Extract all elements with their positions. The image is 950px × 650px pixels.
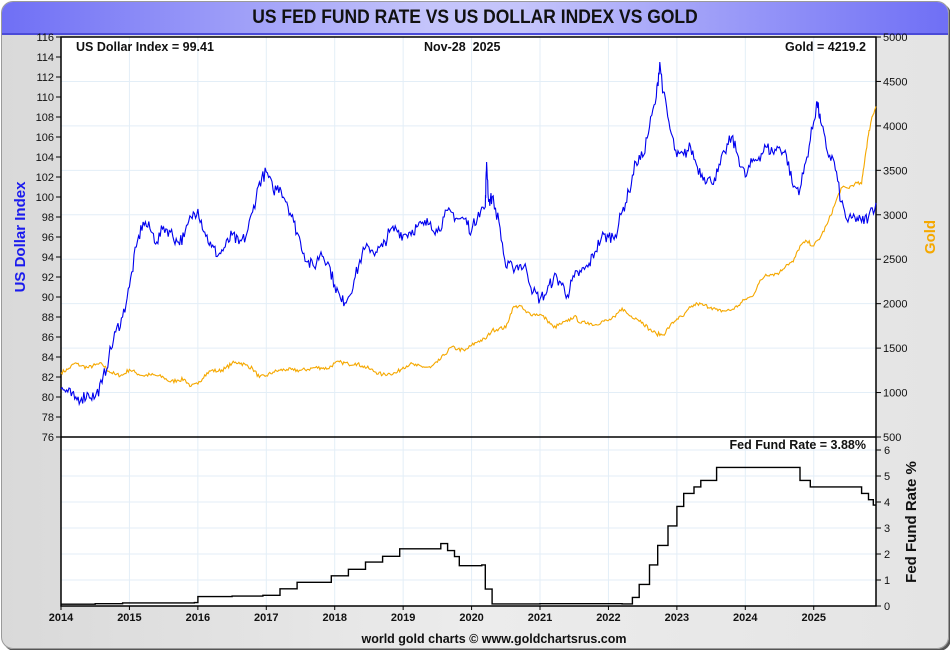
chart-title: US FED FUND RATE VS US DOLLAR INDEX VS G… <box>252 7 698 28</box>
year-tick-label: 2018 <box>322 612 346 624</box>
year-tick-label: 2023 <box>665 612 689 624</box>
plot-area <box>60 36 877 607</box>
gold-tick-label: 3000 <box>883 210 907 222</box>
dollar-tick-label: 98 <box>42 212 54 224</box>
gold-tick-label: 1500 <box>883 343 907 355</box>
gold-tick-label: 3500 <box>883 165 907 177</box>
footer-credit: world gold charts © www.goldchartsrus.co… <box>360 632 626 646</box>
dollar-index-line <box>60 61 877 407</box>
dollar-tick-label: 96 <box>42 232 54 244</box>
gold-tick-label: 4500 <box>883 76 907 88</box>
fed-axis-label: Fed Fund Rate % <box>903 461 920 583</box>
gold-axis-label: Gold <box>922 220 939 254</box>
dollar-annotation: US Dollar Index = 99.41 <box>76 40 214 54</box>
year-tick-label: 2014 <box>49 612 74 624</box>
year-tick-label: 2015 <box>117 612 141 624</box>
year-tick-label: 2019 <box>391 612 415 624</box>
dollar-tick-label: 92 <box>42 272 54 284</box>
dollar-tick-label: 110 <box>36 92 54 104</box>
title-bar: US FED FUND RATE VS US DOLLAR INDEX VS G… <box>2 2 948 35</box>
dollar-tick-label: 116 <box>36 32 54 44</box>
gold-tick-label: 5000 <box>883 32 907 44</box>
dollar-tick-label: 76 <box>42 432 54 444</box>
dollar-tick-label: 84 <box>42 352 54 364</box>
dollar-tick-label: 112 <box>36 72 54 84</box>
dollar-tick-label: 94 <box>42 252 54 264</box>
fed-rate-axis: 0 1 2 3 4 5 6 <box>876 445 890 613</box>
year-tick-label: 2025 <box>801 612 825 624</box>
gold-tick-label: 2500 <box>883 254 907 266</box>
fed-tick-label: 0 <box>884 601 890 613</box>
dollar-tick-label: 90 <box>42 292 54 304</box>
grid-upper <box>61 37 876 606</box>
gold-tick-label: 500 <box>883 432 901 444</box>
fed-tick-label: 2 <box>884 549 890 561</box>
dollar-tick-label: 100 <box>36 192 54 204</box>
year-tick-label: 2020 <box>459 612 483 624</box>
dollar-axis-label: US Dollar Index <box>12 181 29 293</box>
series-group <box>60 61 877 605</box>
dollar-tick-label: 104 <box>36 152 54 164</box>
year-tick-label: 2016 <box>186 612 210 624</box>
gold-price-line <box>60 106 877 388</box>
year-tick-label: 2022 <box>596 612 620 624</box>
dollar-tick-label: 108 <box>36 112 54 124</box>
year-tick-label: 2021 <box>528 612 552 624</box>
year-tick-label: 2017 <box>254 612 278 624</box>
date-label: Nov-28 2025 <box>424 40 500 54</box>
year-tick-label: 2024 <box>733 612 758 624</box>
fed-tick-label: 6 <box>884 445 890 457</box>
dollar-tick-label: 82 <box>42 372 54 384</box>
dollar-tick-label: 88 <box>42 312 54 324</box>
gold-annotation: Gold = 4219.2 <box>785 40 866 54</box>
dollar-tick-label: 114 <box>36 52 54 64</box>
fed-tick-label: 3 <box>884 523 890 535</box>
fed-tick-label: 4 <box>884 497 890 509</box>
dollar-tick-label: 102 <box>36 172 54 184</box>
dollar-axis: 76 78 80 82 84 86 88 90 92 94 96 98 100 102 104 106 108 1… <box>36 32 61 444</box>
dollar-tick-label: 78 <box>42 412 54 424</box>
fed-fund-rate-line <box>61 466 876 605</box>
year-axis: 2014 2015 2016 2017 2018 2019 2020 2021 2022 2023… <box>49 606 826 624</box>
fed-annotation: Fed Fund Rate = 3.88% <box>730 438 867 452</box>
gold-tick-label: 4000 <box>883 121 907 133</box>
gold-axis: 500 1000 1500 2000 2500 3000 3500 4000 4500 5000 <box>876 32 907 444</box>
gold-tick-label: 2000 <box>883 299 907 311</box>
fed-tick-label: 1 <box>884 575 890 587</box>
dollar-tick-label: 80 <box>42 392 54 404</box>
gold-tick-label: 1000 <box>883 388 907 400</box>
plot-background <box>61 37 876 606</box>
grid-lower <box>61 449 876 581</box>
dollar-tick-label: 86 <box>42 332 54 344</box>
fed-tick-label: 5 <box>884 471 890 483</box>
dollar-tick-label: 106 <box>36 132 54 144</box>
